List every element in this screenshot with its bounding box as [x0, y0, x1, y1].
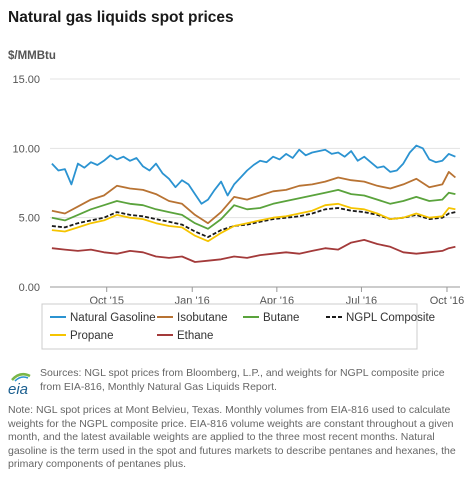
legend-label-ethane: Ethane — [177, 330, 213, 342]
y-tick-label: 10.00 — [12, 143, 40, 155]
logo-swoosh-accent — [14, 376, 29, 382]
chart-title: Natural gas liquids spot prices — [8, 9, 234, 26]
data-series — [51, 144, 456, 263]
series-line-isobutane — [51, 171, 456, 225]
note-text: Note: NGL spot prices at Mont Belvieu, T… — [8, 404, 456, 470]
series-line-propane — [51, 202, 456, 243]
y-tick-label: 15.00 — [12, 74, 40, 86]
series-line-ethane — [51, 238, 456, 263]
legend-label-propane: Propane — [70, 330, 113, 342]
grid-lines — [50, 78, 460, 288]
series-line-ngpl-composite — [51, 207, 456, 239]
legend-box — [41, 303, 418, 350]
y-tick-label: 5.00 — [19, 213, 40, 225]
eia-logo: eia — [8, 372, 31, 398]
series-line-butane — [51, 188, 456, 230]
x-tick-label: Oct '16 — [430, 295, 465, 307]
logo-text: eia — [8, 381, 28, 398]
legend: Natural Gasoline Isobutane Butane NGPL Comp… — [50, 312, 435, 342]
legend-label-isobutane: Isobutane — [177, 312, 228, 324]
legend-label-natural-gasoline: Natural Gasoline — [70, 312, 156, 324]
sources-text: Sources: NGL spot prices from Bloomberg,… — [40, 367, 445, 393]
series-line-natural-gasoline — [51, 144, 456, 205]
y-tick-label: 0.00 — [19, 282, 40, 294]
y-axis-ticks: 0.00 5.00 10.00 15.00 — [12, 74, 40, 294]
legend-label-ngpl-composite: NGPL Composite — [346, 312, 435, 324]
logo-swoosh — [11, 372, 31, 381]
legend-label-butane: Butane — [263, 312, 299, 324]
y-axis-unit-label: $/MMBtu — [8, 50, 56, 62]
